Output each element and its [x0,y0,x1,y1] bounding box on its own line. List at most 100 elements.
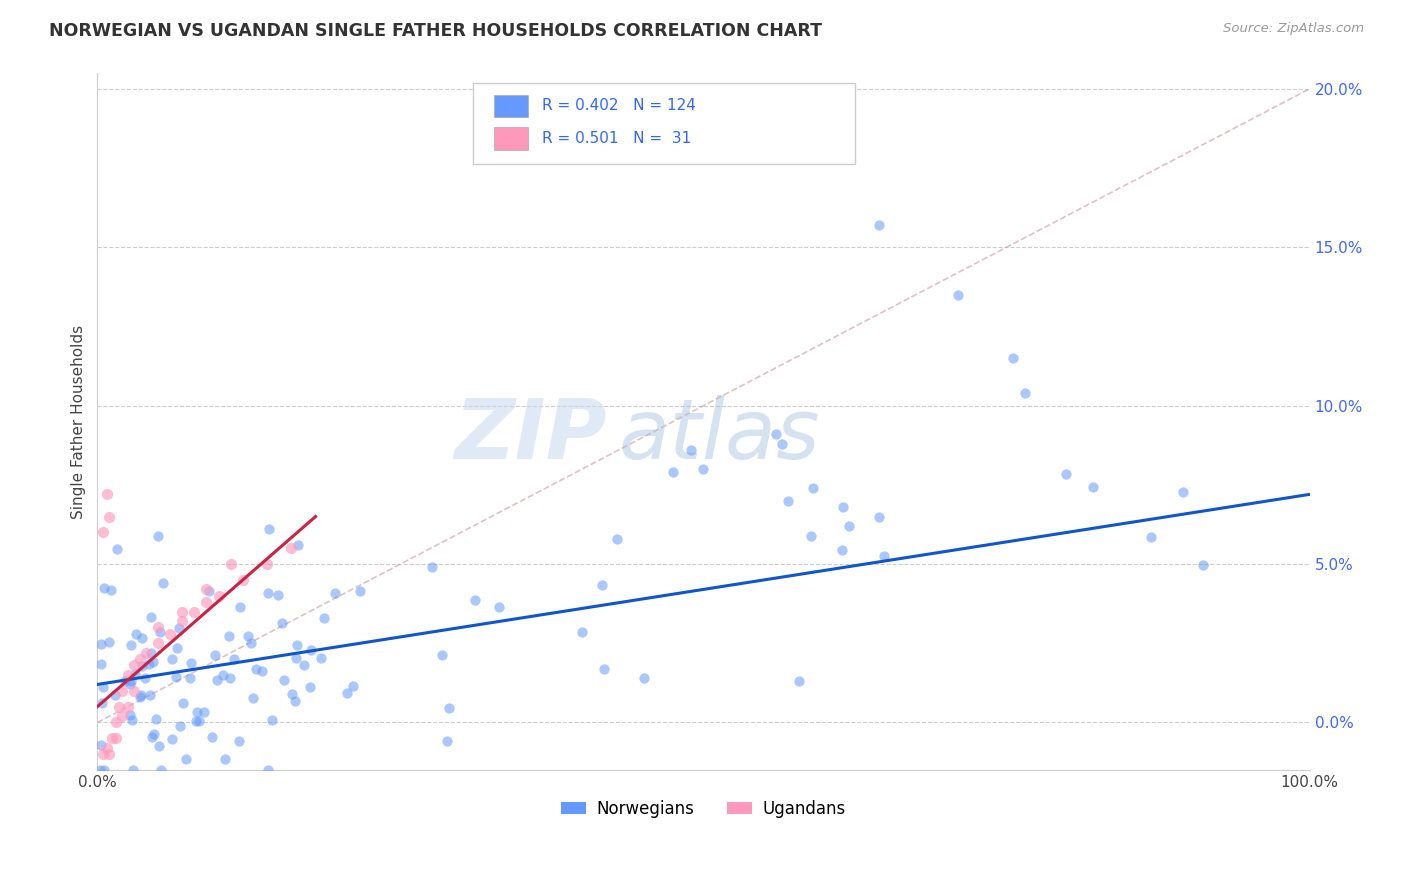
Norwegians [349,584,371,599]
Norwegians [188,714,211,728]
Norwegians [207,673,229,687]
Ugandans [195,582,218,597]
Norwegians [787,673,810,688]
Norwegians [93,581,115,595]
Norwegians [242,691,264,706]
Norwegians [90,696,112,710]
Text: R = 0.402   N = 124: R = 0.402 N = 124 [543,98,696,113]
Norwegians [91,680,114,694]
Norwegians [765,427,787,442]
Norwegians [145,713,167,727]
Ugandans [232,573,254,587]
Norwegians [1171,484,1194,499]
Norwegians [100,582,122,597]
Norwegians [946,287,969,301]
Norwegians [89,763,111,777]
Norwegians [90,637,112,651]
Ugandans [195,595,218,609]
Norwegians [436,733,458,747]
Ugandans [117,699,139,714]
Norwegians [1014,386,1036,401]
Norwegians [114,673,136,688]
Norwegians [262,713,284,727]
Norwegians [129,690,152,704]
Norwegians [252,664,274,678]
Norwegians [236,628,259,642]
Norwegians [139,610,162,624]
Ugandans [146,636,169,650]
Norwegians [336,685,359,699]
Norwegians [218,671,240,685]
Norwegians [90,738,112,752]
Text: Source: ZipAtlas.com: Source: ZipAtlas.com [1223,22,1364,36]
Ugandans [93,525,115,540]
Norwegians [120,673,142,688]
Norwegians [868,509,890,524]
Ugandans [122,658,145,673]
Norwegians [121,714,143,728]
Norwegians [245,663,267,677]
Norwegians [224,652,246,666]
Norwegians [692,462,714,476]
Ugandans [108,699,131,714]
Norwegians [160,652,183,666]
Norwegians [193,705,215,719]
Ugandans [207,589,229,603]
Norwegians [1001,351,1024,365]
Ugandans [96,487,118,501]
Norwegians [124,667,146,681]
Norwegians [129,688,152,702]
Ugandans [183,605,205,619]
Norwegians [437,700,460,714]
Norwegians [488,599,510,614]
Norwegians [284,694,307,708]
Norwegians [229,599,252,614]
Ugandans [256,557,278,571]
Norwegians [139,688,162,702]
Norwegians [120,708,142,723]
Norwegians [180,656,202,670]
Norwegians [633,672,655,686]
Ugandans [117,668,139,682]
Ugandans [172,614,194,628]
Y-axis label: Single Father Households: Single Father Households [72,325,86,518]
Norwegians [228,734,250,748]
FancyBboxPatch shape [474,84,855,163]
Ugandans [110,683,132,698]
Norwegians [152,575,174,590]
Norwegians [131,659,153,673]
Norwegians [141,731,163,745]
Norwegians [214,752,236,766]
Legend: Norwegians, Ugandans: Norwegians, Ugandans [554,793,852,824]
Norwegians [681,442,703,457]
Norwegians [778,493,800,508]
Norwegians [121,763,143,777]
Ugandans [128,652,150,666]
Norwegians [299,643,322,657]
Norwegians [148,739,170,753]
Norwegians [662,465,685,479]
Ugandans [159,626,181,640]
Ugandans [122,683,145,698]
Norwegians [149,624,172,639]
Norwegians [257,763,280,777]
Norwegians [105,542,128,557]
Norwegians [464,593,486,607]
Bar [494,95,527,117]
Norwegians [120,677,142,691]
Norwegians [800,529,823,543]
Norwegians [160,731,183,746]
Norwegians [323,586,346,600]
Norwegians [314,611,336,625]
Ugandans [146,620,169,634]
Norwegians [591,578,613,592]
Norwegians [201,730,224,744]
Norwegians [166,640,188,655]
Norwegians [146,528,169,542]
Norwegians [142,655,165,669]
Norwegians [267,588,290,602]
Norwegians [273,673,295,687]
Norwegians [169,621,191,635]
Norwegians [873,549,896,563]
Norwegians [104,688,127,702]
